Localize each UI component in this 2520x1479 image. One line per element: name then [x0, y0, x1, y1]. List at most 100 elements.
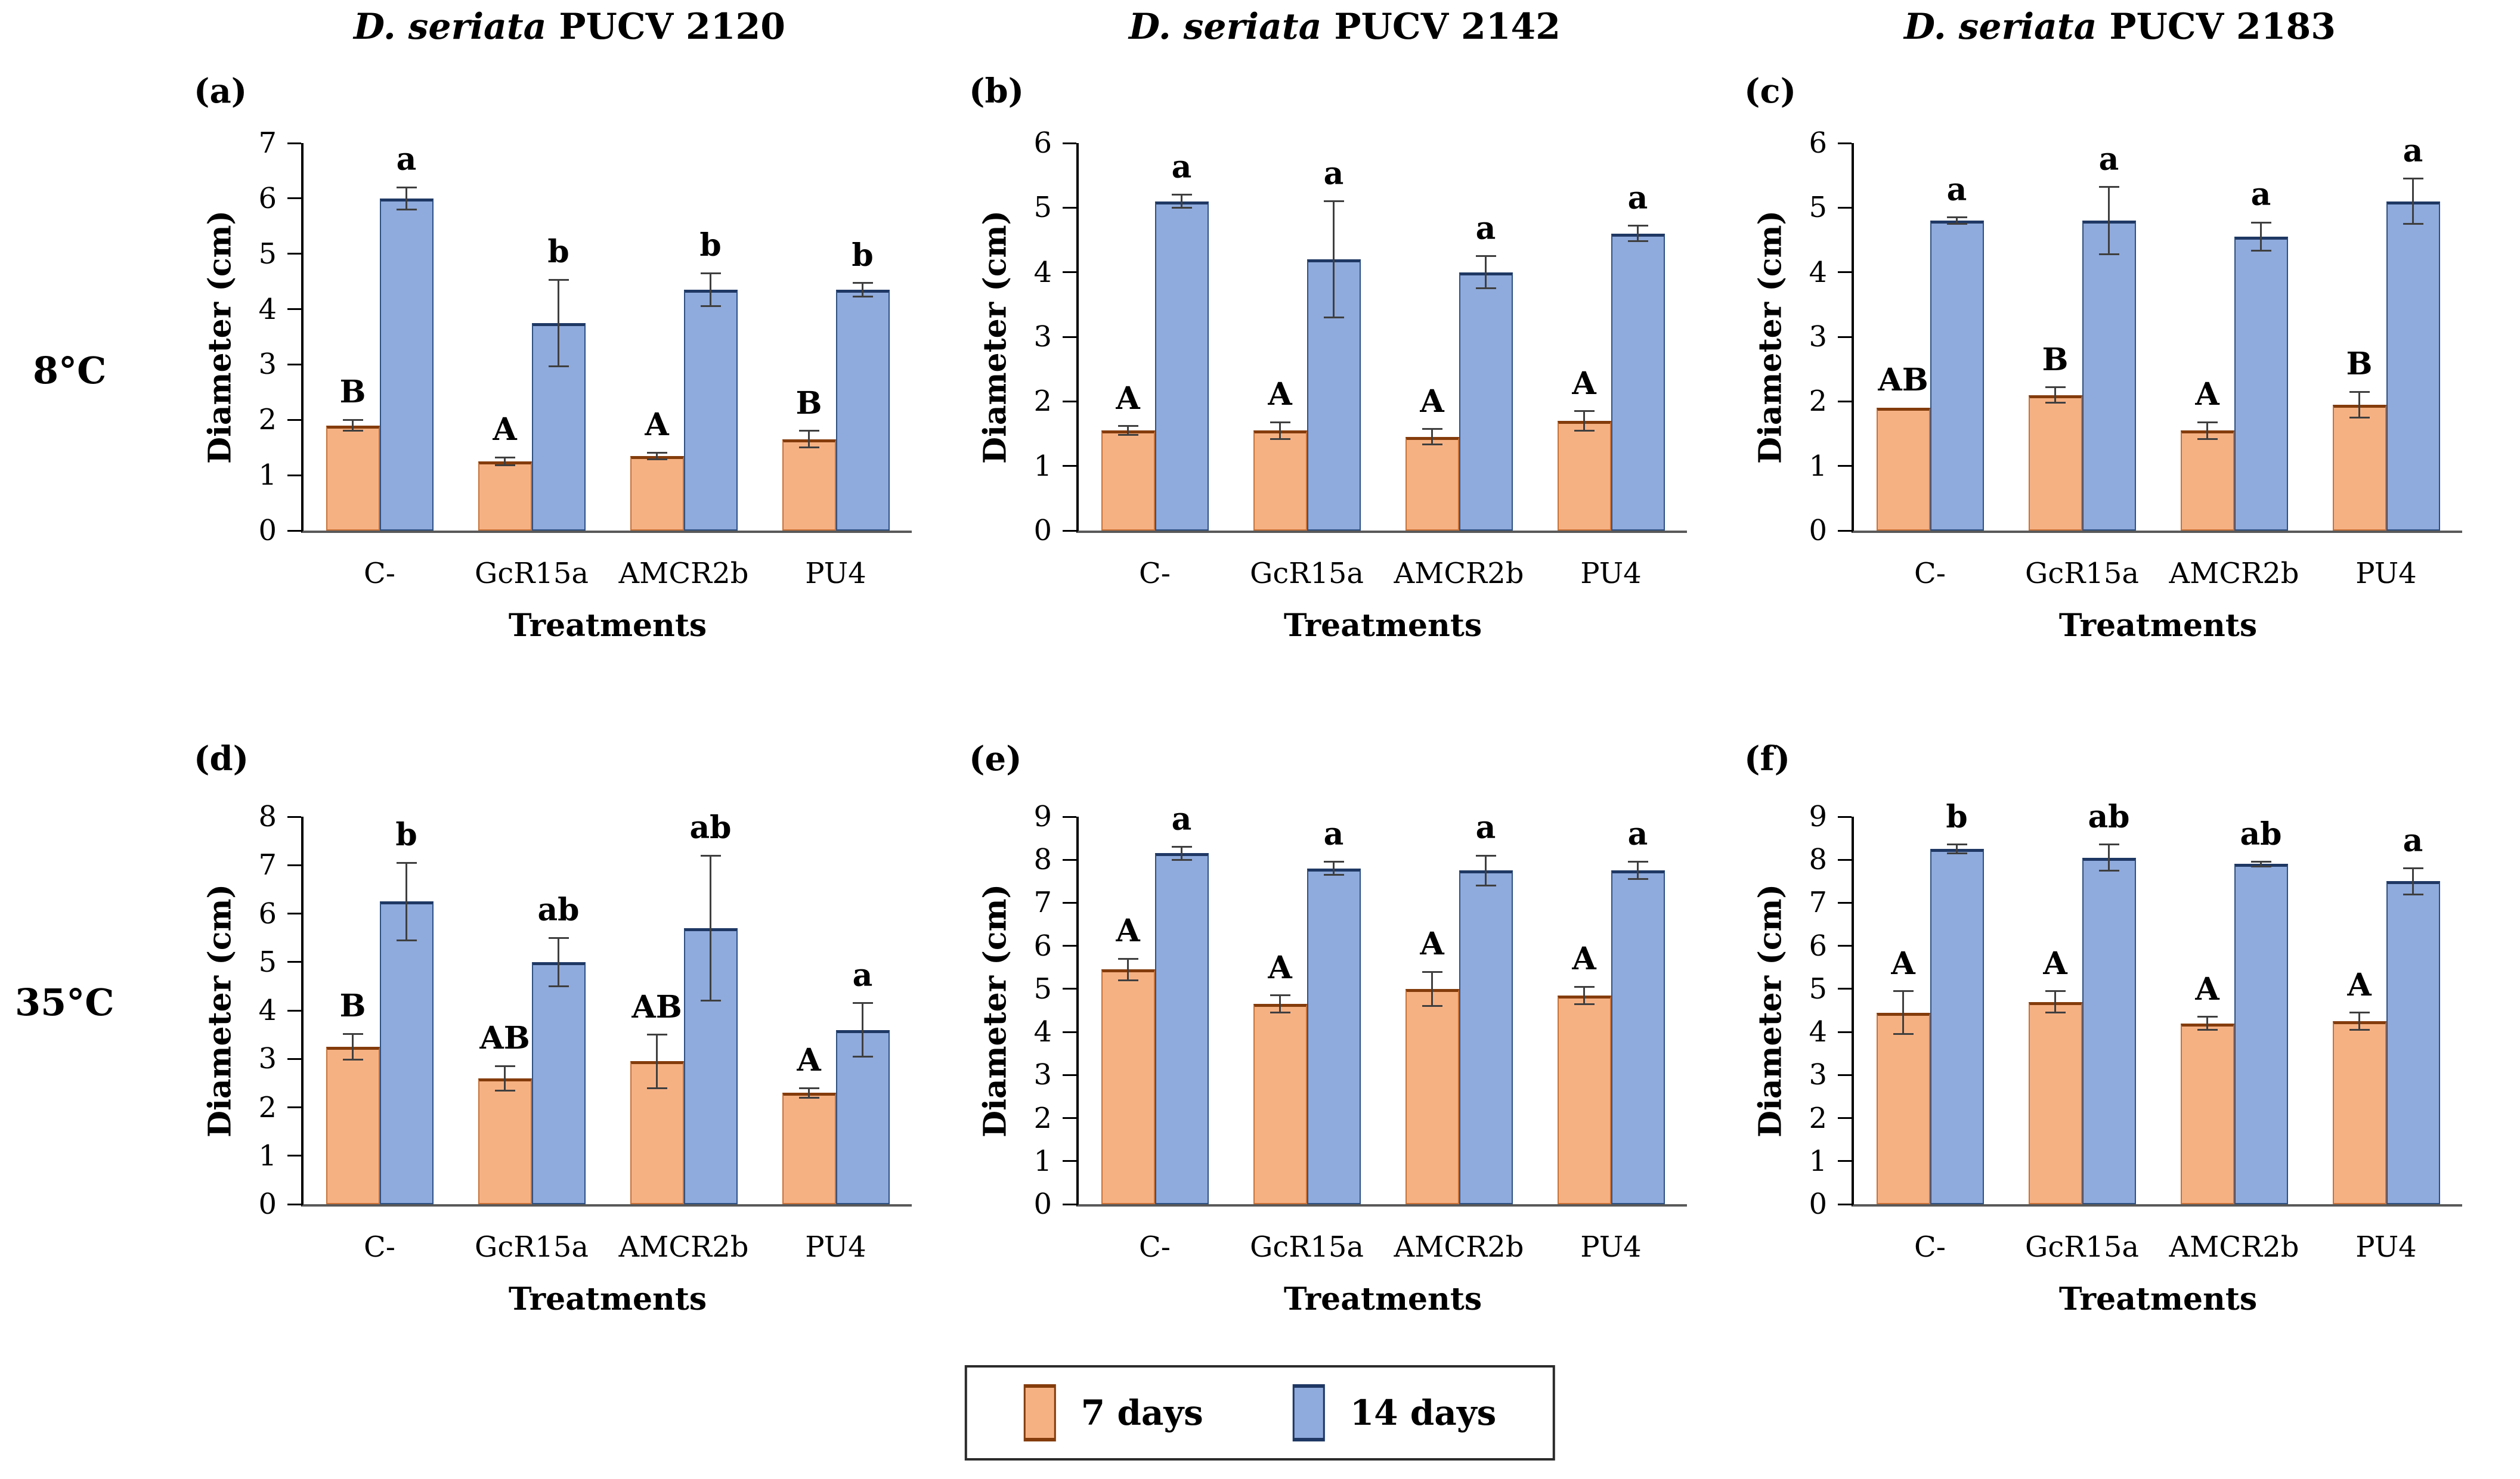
- legend-item-7days: 7 days: [1023, 1384, 1203, 1441]
- y-tick-mark: [1838, 1160, 1852, 1162]
- error-bar: [352, 1034, 354, 1060]
- error-bar-cap: [2098, 869, 2119, 872]
- panel-letter: (d): [194, 739, 249, 779]
- y-tick-mark: [287, 1106, 301, 1108]
- y-tick-mark: [287, 418, 301, 421]
- y-tick-label: 5: [1809, 972, 1827, 1006]
- error-bar-cap: [2045, 386, 2066, 388]
- y-tick-label: 3: [1809, 1058, 1827, 1092]
- y-tick-mark: [1063, 1203, 1076, 1205]
- bar-7days-AMCR2b: [1405, 436, 1459, 531]
- x-category-label: AMCR2b: [618, 1230, 749, 1264]
- bar-7days-AMCR2b: [1405, 988, 1459, 1204]
- y-tick-mark: [1063, 1031, 1076, 1033]
- error-bar: [862, 283, 863, 297]
- significance-letter: a: [2403, 822, 2423, 859]
- x-category-label: AMCR2b: [1394, 557, 1524, 590]
- chart-title-species: D. seriata: [1128, 6, 1335, 48]
- x-category-label: C-: [1914, 557, 1946, 590]
- bar-14days-PU4: [1611, 233, 1665, 531]
- error-bar-cap: [1323, 200, 1344, 202]
- error-bar-cap: [2403, 893, 2423, 895]
- x-category-label: GcR15a: [1249, 1230, 1364, 1264]
- error-bar-cap: [700, 272, 721, 274]
- y-tick-mark: [287, 253, 301, 255]
- error-bar-cap: [1117, 957, 1138, 960]
- x-axis-label: Treatments: [2058, 1281, 2258, 1317]
- y-tick-label: 6: [258, 897, 277, 931]
- bar-14days-AMCR2b: [683, 290, 738, 531]
- error-bar-cap: [1475, 885, 1496, 887]
- y-tick-mark: [1838, 1074, 1852, 1076]
- y-tick-mark: [287, 142, 301, 144]
- x-category-label: C-: [364, 557, 395, 590]
- significance-letter: a: [1475, 810, 1496, 846]
- x-axis-label: Treatments: [1283, 607, 1482, 644]
- y-tick-label: 9: [1033, 800, 1052, 833]
- error-bar-cap: [2045, 990, 2066, 992]
- y-tick-label: 0: [258, 514, 277, 547]
- significance-letter: B: [339, 988, 366, 1024]
- x-axis-label: Treatments: [508, 607, 707, 644]
- error-bar: [2260, 222, 2262, 251]
- y-tick-label: 2: [258, 1090, 277, 1124]
- y-tick-mark: [1838, 271, 1852, 274]
- bar-7days-C-: [326, 1046, 380, 1204]
- significance-letter: A: [1268, 949, 1292, 986]
- bar-14days-C-: [1930, 221, 1984, 531]
- y-tick-label: 2: [1809, 1101, 1827, 1135]
- bar-7days-PU4: [2332, 1021, 2386, 1204]
- significance-letter: A: [2195, 971, 2219, 1007]
- panel-letter: (a): [194, 72, 247, 111]
- legend-swatch-14days-icon: [1292, 1384, 1325, 1441]
- error-bar-cap: [2403, 867, 2423, 870]
- error-bar-cap: [700, 1000, 721, 1002]
- significance-letter: A: [2347, 966, 2372, 1003]
- error-bar: [1431, 972, 1433, 1006]
- error-bar: [2412, 868, 2414, 894]
- y-tick-label: 1: [1809, 449, 1827, 483]
- panel-letter: (c): [1744, 72, 1797, 111]
- significance-letter: a: [1627, 179, 1648, 216]
- x-category-label: AMCR2b: [1394, 1230, 1524, 1264]
- error-bar-cap: [1574, 1003, 1595, 1005]
- error-bar-cap: [852, 1055, 873, 1058]
- significance-letter: ab: [537, 892, 580, 929]
- error-bar: [656, 452, 658, 460]
- significance-letter: ab: [2240, 816, 2282, 852]
- error-bar-cap: [1475, 255, 1496, 258]
- significance-letter: A: [1572, 941, 1596, 978]
- significance-letter: a: [396, 141, 417, 178]
- error-bar: [2206, 1016, 2208, 1030]
- y-tick-mark: [1838, 336, 1852, 338]
- significance-letter: a: [2250, 176, 2271, 213]
- y-tick-label: 1: [258, 1139, 277, 1173]
- error-bar-cap: [1422, 971, 1442, 973]
- error-bar: [2358, 1012, 2360, 1030]
- error-bar: [558, 938, 559, 987]
- error-bar-cap: [798, 1096, 819, 1099]
- bar-14days-C-: [1930, 849, 1984, 1204]
- panel-letter: (e): [969, 739, 1022, 779]
- x-category-label: PU4: [2355, 1230, 2417, 1264]
- y-tick-label: 7: [258, 848, 277, 882]
- error-bar-cap: [646, 458, 667, 460]
- bar-14days-AMCR2b: [2234, 237, 2288, 531]
- error-bar-cap: [646, 1034, 667, 1036]
- y-tick-label: 0: [258, 1187, 277, 1221]
- error-bar-cap: [342, 418, 363, 421]
- error-bar: [1279, 995, 1281, 1013]
- error-bar-cap: [548, 985, 569, 987]
- error-bar: [1127, 426, 1129, 435]
- y-tick-mark: [1838, 206, 1852, 209]
- bar-14days-GcR15a: [2082, 857, 2136, 1204]
- y-tick-mark: [287, 816, 301, 818]
- bar-7days-PU4: [782, 1093, 836, 1204]
- error-bar-cap: [1946, 216, 1967, 219]
- bar-14days-C-: [1154, 853, 1209, 1204]
- error-bar-cap: [1270, 438, 1290, 440]
- significance-letter: B: [795, 385, 822, 421]
- error-bar: [1583, 411, 1585, 431]
- error-bar-cap: [396, 186, 417, 188]
